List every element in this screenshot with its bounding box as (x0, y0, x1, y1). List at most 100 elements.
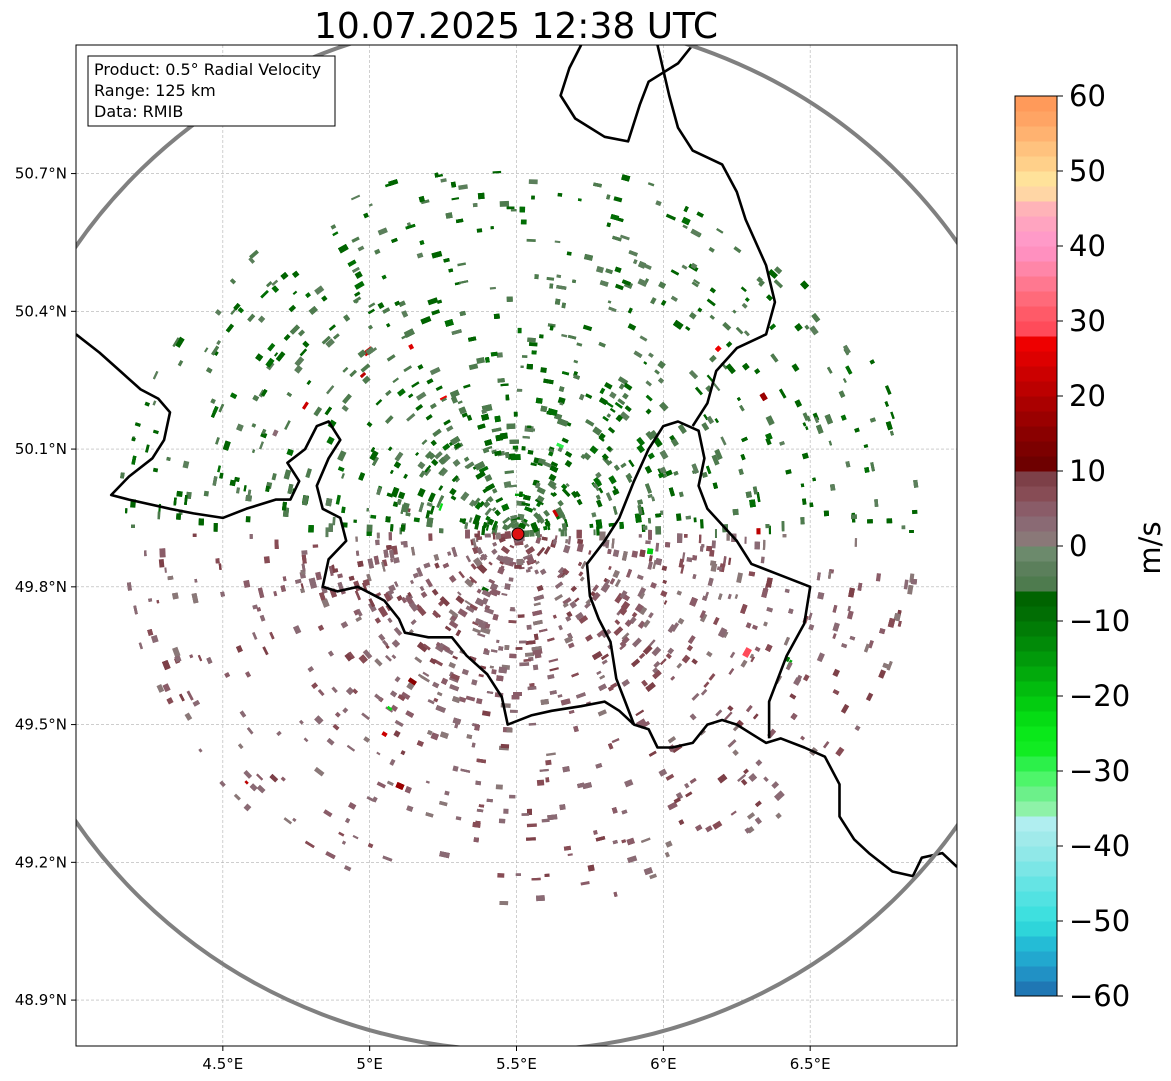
echo-bin (515, 647, 523, 650)
colorbar-bin (1015, 846, 1057, 862)
echo-bin (381, 731, 388, 738)
echo-bin (540, 367, 547, 373)
echo-bin (235, 645, 243, 653)
colorbar-bin (1015, 171, 1057, 187)
echo-bin (537, 462, 543, 467)
echo-bin (246, 727, 254, 735)
echo-bin (355, 536, 358, 542)
echo-bin (466, 414, 473, 422)
echo-bin (552, 491, 558, 497)
echo-bin (665, 653, 672, 660)
echo-bin (620, 462, 627, 469)
echo-bin (369, 450, 379, 461)
echo-bin (389, 758, 396, 766)
echo-bin (576, 529, 582, 539)
echo-bin (403, 473, 408, 479)
echo-bin (751, 624, 758, 631)
echo-bin (621, 174, 631, 182)
echo-bin (496, 675, 504, 682)
echo-bin (455, 629, 462, 637)
echo-bin (545, 759, 552, 766)
echo-bin (532, 507, 537, 511)
echo-bin (145, 444, 150, 453)
echo-bin (543, 461, 554, 469)
echo-bin (212, 476, 218, 486)
echo-bin (374, 693, 383, 702)
echo-bin (489, 590, 498, 597)
echo-bin (481, 409, 487, 414)
echo-bin (535, 482, 541, 489)
echo-bin (355, 616, 362, 622)
echo-bin (606, 222, 611, 228)
echo-bin (448, 268, 454, 273)
echo-bin (464, 522, 469, 529)
echo-bin (638, 261, 647, 269)
echo-bin (524, 652, 535, 657)
echo-bin (366, 507, 370, 512)
echo-bin (416, 740, 424, 747)
y-tick-label: 48.9°N (15, 991, 67, 1009)
y-tick-label: 50.7°N (15, 165, 67, 183)
echo-bin (783, 636, 790, 646)
echo-bin (265, 357, 275, 368)
colorbar-tick-label: 10 (1069, 454, 1106, 488)
echo-bin (530, 462, 537, 467)
echo-bin (808, 624, 815, 631)
echo-bin (355, 550, 360, 556)
echo-bin (368, 324, 373, 330)
echo-bin (802, 412, 810, 421)
echo-bin (675, 792, 684, 800)
echo-bin (384, 183, 391, 188)
echo-bin (480, 553, 487, 561)
echo-bin (526, 624, 532, 630)
echo-bin (512, 445, 519, 450)
echo-bin (684, 782, 690, 789)
echo-bin (483, 648, 488, 652)
echo-bin (450, 181, 457, 188)
echo-bin (670, 675, 676, 681)
echo-bin (743, 330, 750, 337)
echo-bin (578, 615, 589, 624)
echo-bin (381, 274, 387, 280)
echo-bin (646, 548, 654, 555)
echo-bin (416, 605, 427, 617)
echo-bin (532, 664, 539, 671)
echo-bin (576, 543, 585, 553)
echo-bin (623, 594, 630, 602)
echo-bin (432, 610, 440, 619)
echo-bin (580, 454, 586, 460)
echo-bin (229, 278, 236, 285)
echo-bin (428, 452, 436, 460)
echo-bin (708, 246, 715, 253)
echo-bin (463, 384, 471, 389)
echo-bin (158, 559, 165, 568)
echo-bin (521, 813, 530, 816)
echo-bin (591, 592, 601, 602)
echo-bin (385, 390, 392, 396)
echo-bin (660, 590, 668, 598)
echo-bin (589, 445, 599, 455)
echo-bin (409, 579, 415, 585)
echo-bin (497, 566, 505, 575)
echo-bin (557, 396, 566, 405)
echo-bin (445, 212, 453, 219)
echo-bin (138, 642, 143, 650)
echo-bin (707, 577, 714, 587)
echo-bin (593, 829, 598, 835)
echo-bin (752, 713, 759, 720)
colorbar-bin (1015, 906, 1057, 922)
echo-bin (549, 283, 554, 289)
echo-bin (338, 243, 349, 254)
echo-bin (493, 313, 500, 320)
echo-bin (835, 746, 845, 757)
echo-bin (728, 557, 732, 566)
echo-bin (612, 235, 622, 242)
echo-bin (626, 837, 635, 846)
echo-bin (765, 415, 775, 426)
echo-bin (448, 620, 459, 629)
echo-bin (283, 334, 291, 341)
colorbar-bin (1015, 246, 1057, 262)
echo-bin (425, 510, 431, 519)
echo-bin (612, 506, 618, 515)
echo-bin (527, 425, 532, 429)
